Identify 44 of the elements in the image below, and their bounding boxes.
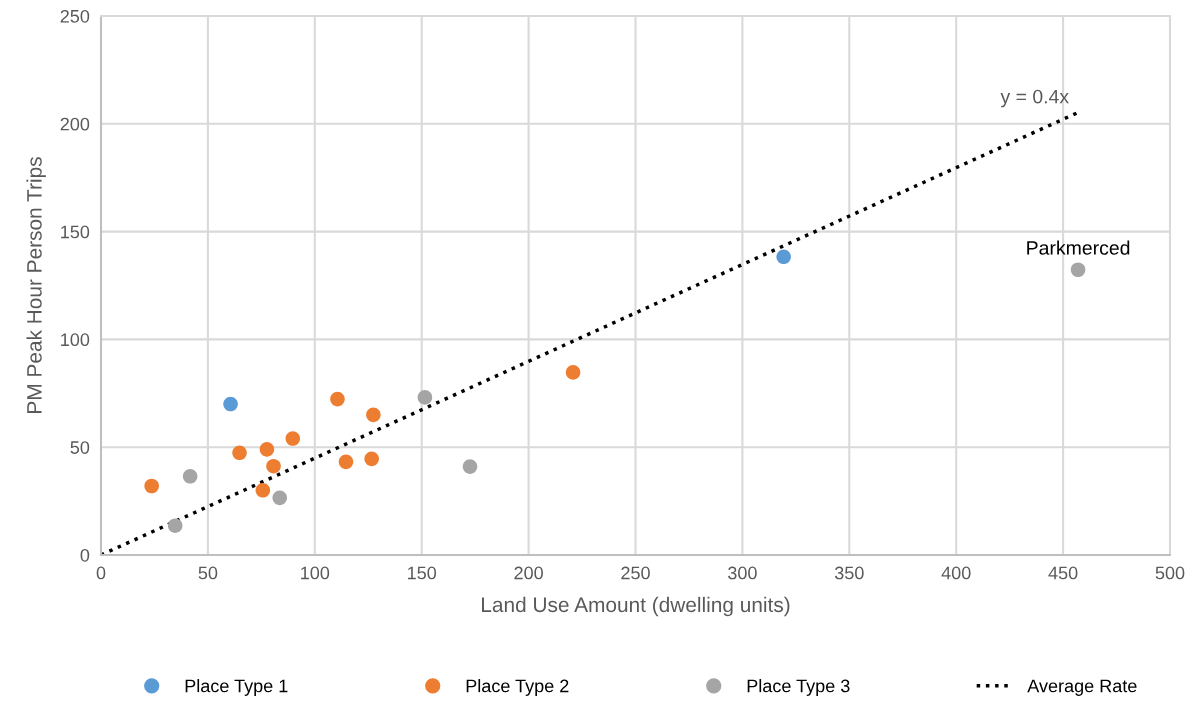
point xyxy=(338,454,354,470)
x-tick-label: 0 xyxy=(96,566,106,580)
y-tick-label: 50 xyxy=(70,441,90,454)
annotation: y = 0.4x xyxy=(1000,89,1069,108)
y-tick-label: 100 xyxy=(61,333,90,347)
x-tick-label: 300 xyxy=(728,566,757,580)
y-tick-label: 150 xyxy=(61,225,90,239)
legend-label: Place Type 2 xyxy=(466,679,569,696)
point xyxy=(223,396,238,412)
point xyxy=(182,469,198,484)
point xyxy=(259,442,275,457)
x-tick-label: 500 xyxy=(1155,566,1185,580)
point xyxy=(366,407,381,423)
point xyxy=(364,451,379,467)
legend-label: Average Rate xyxy=(1027,679,1137,696)
y-tick-label: 0 xyxy=(80,548,90,562)
point xyxy=(330,391,345,407)
x-tick-label: 350 xyxy=(834,566,864,580)
point xyxy=(417,390,433,405)
point xyxy=(565,365,581,380)
annotation: Parkmerced xyxy=(1027,240,1130,255)
y-axis-title: PM Peak Hour Person Trips xyxy=(26,157,46,413)
x-tick-label: 400 xyxy=(941,566,971,580)
x-tick-label: 450 xyxy=(1048,566,1078,580)
point xyxy=(462,459,478,474)
x-tick-label: 250 xyxy=(621,566,650,580)
x-tick-label: 150 xyxy=(408,566,437,580)
y-tick-label: 250 xyxy=(60,9,90,23)
point xyxy=(285,431,301,446)
legend-label: Place Type 1 xyxy=(185,679,288,696)
x-tick-label: 50 xyxy=(198,566,218,580)
point xyxy=(776,249,791,265)
x-tick-label: 100 xyxy=(301,566,330,580)
x-tick-label: 200 xyxy=(514,566,543,580)
y-tick-label: 200 xyxy=(60,117,90,131)
x-axis-title: Land Use Amount (dwelling units) xyxy=(482,596,790,617)
point xyxy=(144,478,159,494)
point xyxy=(272,490,288,506)
legend-label: Place Type 3 xyxy=(747,679,850,696)
point xyxy=(1070,262,1086,278)
point xyxy=(167,518,183,533)
point xyxy=(266,458,281,474)
point xyxy=(232,445,247,461)
point xyxy=(255,483,271,498)
